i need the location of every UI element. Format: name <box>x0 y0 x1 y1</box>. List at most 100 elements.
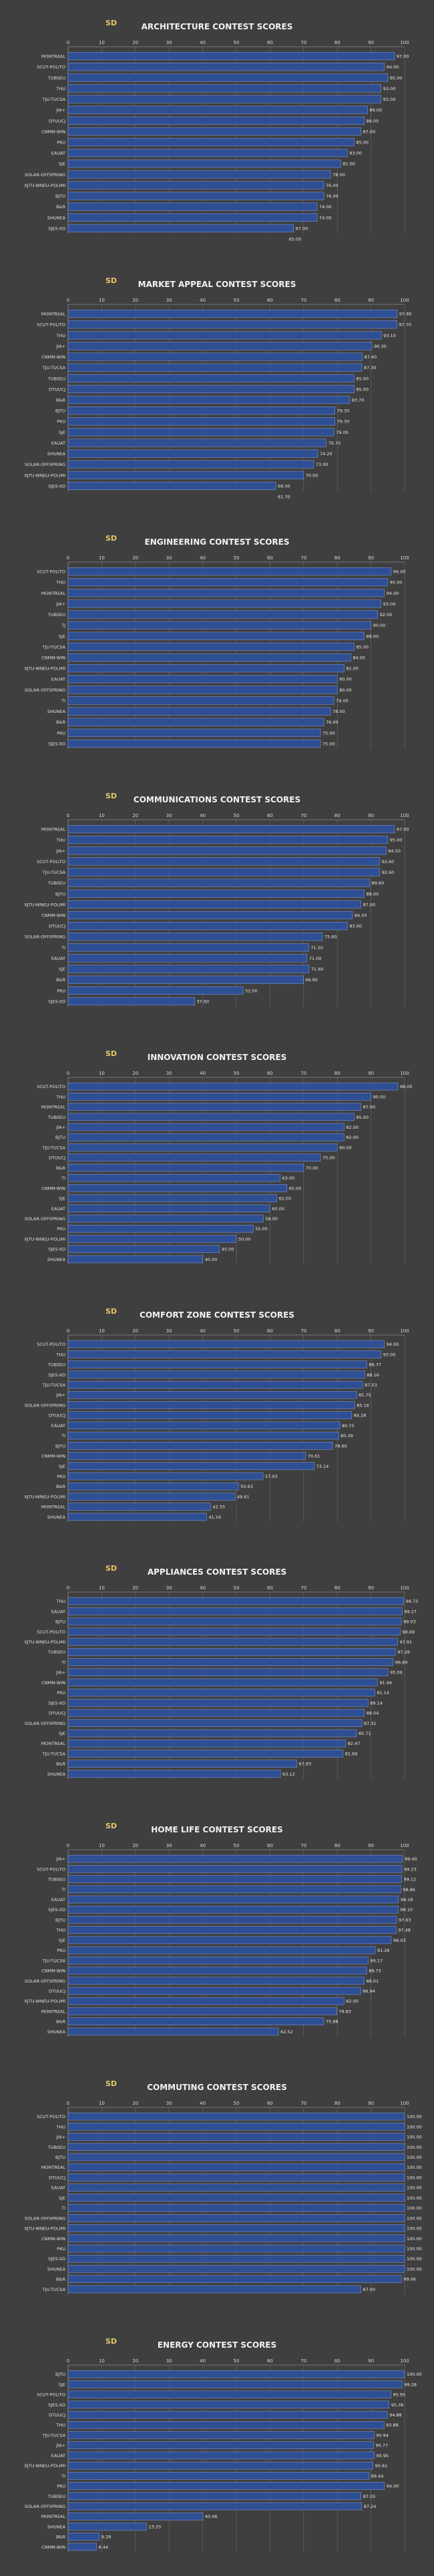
bar <box>67 407 335 415</box>
chart-panel: SD HOME LIFE CONTEST SCORES 0 10 20 30 40 50 60 7… <box>0 1803 434 2059</box>
x-tick-label: 10 <box>99 2101 105 2106</box>
data-label: 97.00 <box>397 54 409 59</box>
bar <box>67 1607 403 1615</box>
bar <box>67 728 321 737</box>
bar <box>67 2380 403 2388</box>
logo-mark: SD <box>105 534 117 543</box>
data-label: 85.00 <box>356 387 369 392</box>
data-label: 97.91 <box>399 1639 412 1645</box>
x-tick-label: 80 <box>335 1328 341 1334</box>
category-label: SCUT-POLITO <box>37 1084 65 1089</box>
x-tick-label: 60 <box>267 555 273 561</box>
data-label: 93.88 <box>386 2422 399 2428</box>
data-label: 62.52 <box>280 2029 293 2035</box>
x-tick-label: 0 <box>67 298 69 303</box>
bar <box>67 149 348 158</box>
data-label: 79.00 <box>336 430 349 435</box>
bar <box>67 73 389 82</box>
bar <box>67 2370 405 2378</box>
category-label: SJE <box>59 967 65 972</box>
data-label: 100.00 <box>407 2185 422 2191</box>
data-label: 100.00 <box>407 2114 422 2119</box>
bar <box>67 352 363 361</box>
category-label: MONTREAL <box>41 591 66 596</box>
data-label: 96.03 <box>393 1938 406 1943</box>
bar <box>67 1204 270 1213</box>
category-label: XJTU-WNEU-POLIMI <box>24 2226 65 2232</box>
x-tick-label: 90 <box>368 1071 374 1076</box>
bar <box>67 1647 396 1656</box>
data-label: 67.93 <box>298 1762 311 1767</box>
data-label: 100.00 <box>407 2175 422 2180</box>
category-label: CNMM-WIN <box>41 1680 65 1686</box>
bar <box>67 1875 402 1883</box>
category-label: CNMM-WIN <box>41 1454 65 1459</box>
bar <box>67 1411 353 1419</box>
data-label: 100.00 <box>407 2256 422 2262</box>
data-label: 87.00 <box>363 129 375 134</box>
data-label: 40.00 <box>205 1257 218 1262</box>
bar <box>67 1184 287 1192</box>
x-tick-label: 50 <box>234 555 240 561</box>
category-label: THU <box>55 1599 65 1604</box>
category-label: BJTU <box>55 2155 65 2160</box>
category-label: PKU <box>57 988 65 993</box>
bar <box>67 2244 405 2253</box>
bar <box>67 2441 374 2449</box>
category-label: CNMM-WIN <box>41 913 65 919</box>
x-tick-label: 80 <box>335 1071 341 1076</box>
data-label: 9.28 <box>101 2535 111 2540</box>
category-label: SJE <box>59 1938 65 1943</box>
data-label: 100.00 <box>407 2165 422 2170</box>
category-label: DTUUCJ <box>49 2412 65 2418</box>
bar-chart: SD ENERGY CONTEST SCORES 0 10 20 30 40 50 60 70 80… <box>24 2337 422 2552</box>
data-label: 75.00 <box>322 741 335 746</box>
category-label: BJTU <box>55 1443 65 1449</box>
category-label: MONTREAL <box>41 54 66 59</box>
data-label: 79.00 <box>336 698 349 704</box>
x-tick-label: 30 <box>166 40 172 45</box>
category-label: TUBSEU <box>47 2145 65 2150</box>
x-tick-label: 60 <box>267 1843 273 1848</box>
bar <box>67 1452 306 1460</box>
x-tick-label: 30 <box>166 813 172 818</box>
category-label: SJE <box>59 430 65 435</box>
x-tick-label: 10 <box>99 1071 105 1076</box>
category-label: B&R <box>56 2535 66 2540</box>
bar <box>67 138 355 147</box>
x-tick-label: 10 <box>99 813 105 818</box>
bar <box>67 943 309 952</box>
data-label: 94.50 <box>388 848 401 854</box>
logo-mark: SD <box>105 2079 117 2088</box>
category-label: PKU <box>57 2246 65 2252</box>
x-tick-label: 40 <box>200 2101 206 2106</box>
category-label: PKU <box>57 419 65 425</box>
x-tick-label: 50 <box>234 813 240 818</box>
category-label: TUBSEU <box>47 1649 65 1655</box>
category-label: DTUUCJ <box>49 1989 65 1994</box>
data-label: 85.00 <box>356 644 369 650</box>
bar <box>67 2410 388 2419</box>
category-label: SOLAR-OFFSPRING <box>25 2504 65 2509</box>
data-label: 60.00 <box>272 1206 284 1212</box>
data-label: 87.30 <box>364 365 377 370</box>
category-label: SCUT-POLITO <box>37 65 65 70</box>
bar <box>67 1245 220 1253</box>
bar <box>67 2204 405 2212</box>
data-label: 74.00 <box>319 215 332 220</box>
bar <box>67 2123 405 2131</box>
bar <box>67 1637 398 1646</box>
x-tick-label: 0 <box>67 1585 69 1591</box>
category-label: CNMM-WIN <box>41 2236 65 2242</box>
x-tick-label: 40 <box>200 1328 206 1334</box>
bar <box>67 2254 405 2263</box>
bar <box>67 1082 399 1091</box>
bar <box>67 224 294 233</box>
data-label: 78.60 <box>335 1443 347 1449</box>
category-label: SHUNEA <box>47 2266 66 2272</box>
data-label: 94.00 <box>387 1342 399 1347</box>
bar <box>67 2472 370 2480</box>
chart-title: ARCHITECTURE CONTEST SCORES <box>142 22 293 31</box>
bar <box>67 1113 355 1121</box>
bar <box>67 1987 361 1995</box>
